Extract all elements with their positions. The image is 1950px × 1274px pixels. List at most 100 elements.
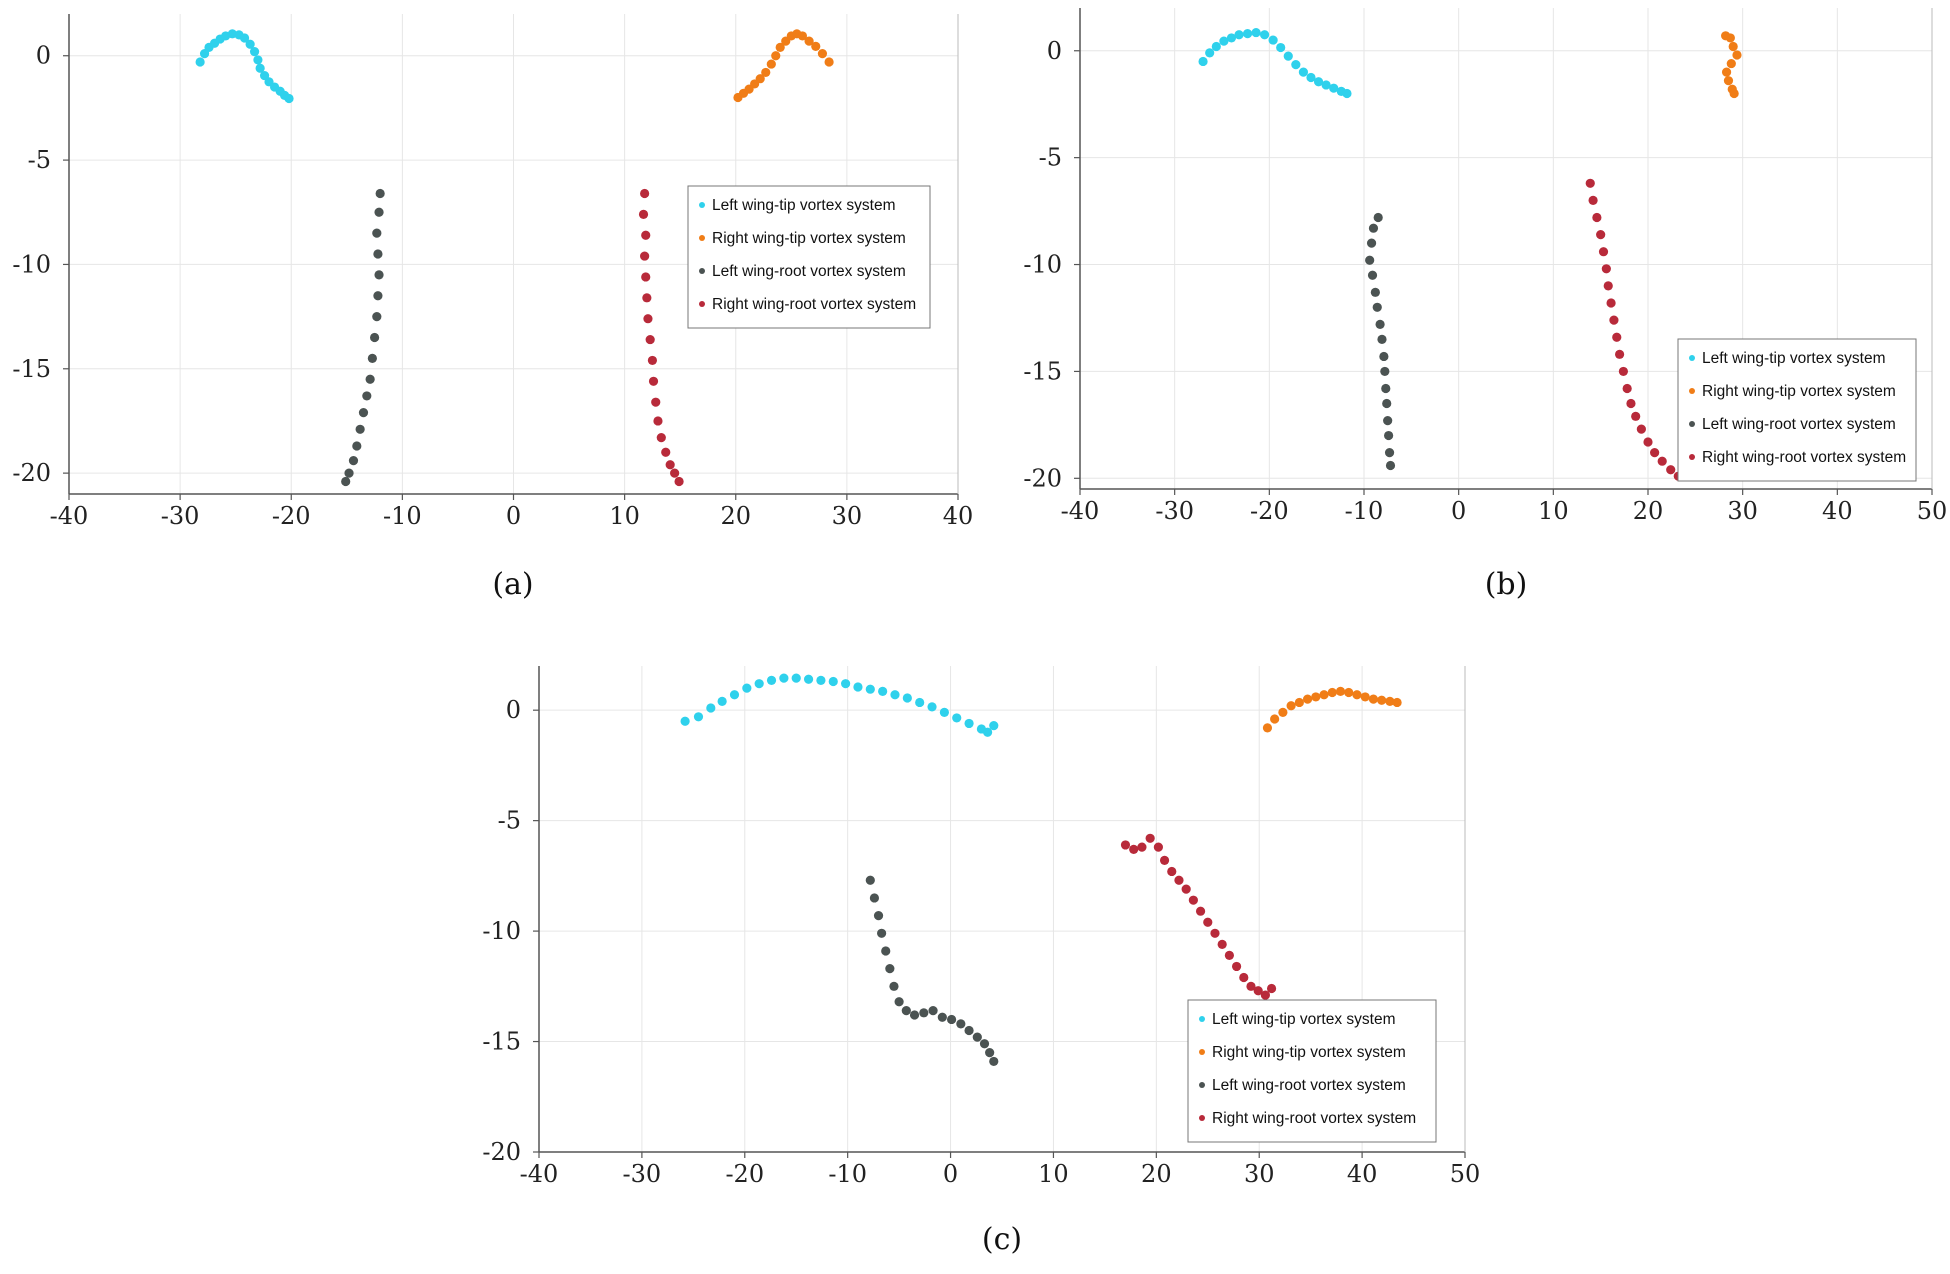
- x-tick-label: -40: [520, 1160, 559, 1188]
- data-point: [979, 1039, 990, 1049]
- data-point: [885, 964, 895, 974]
- series-1: [195, 29, 294, 104]
- data-point: [1159, 855, 1170, 866]
- data-point: [1726, 58, 1736, 69]
- data-point: [1643, 437, 1653, 447]
- data-point: [1612, 332, 1622, 342]
- data-point: [890, 690, 900, 700]
- x-tick-label: 20: [1141, 1160, 1172, 1188]
- data-point: [674, 476, 684, 487]
- data-point: [680, 716, 690, 726]
- data-point: [1385, 460, 1396, 471]
- y-tick-label: 0: [506, 696, 521, 724]
- data-point: [647, 355, 658, 366]
- data-point: [1370, 287, 1380, 297]
- data-point: [648, 376, 659, 386]
- data-point: [937, 1012, 947, 1022]
- data-point: [374, 270, 384, 280]
- legend-label: Right wing-root vortex system: [1702, 449, 1906, 466]
- data-point: [1379, 351, 1389, 362]
- legend-marker: [1689, 388, 1695, 394]
- data-point: [919, 1008, 929, 1018]
- data-point: [643, 314, 653, 324]
- data-point: [1224, 950, 1234, 960]
- data-point: [373, 249, 383, 259]
- data-point: [865, 684, 875, 694]
- legend-marker: [1199, 1082, 1205, 1088]
- x-tick-label: -40: [1061, 497, 1100, 525]
- data-point: [1650, 448, 1660, 458]
- data-point: [755, 74, 765, 84]
- data-point: [761, 67, 771, 78]
- data-point: [939, 707, 949, 717]
- legend-marker: [699, 301, 705, 307]
- data-point: [1211, 41, 1221, 52]
- data-point: [985, 1047, 995, 1058]
- data-point: [1242, 29, 1253, 39]
- data-point: [717, 696, 727, 706]
- data-point: [1306, 72, 1316, 83]
- series-4: [1120, 833, 1277, 1000]
- data-point: [1382, 398, 1392, 409]
- data-point: [811, 41, 821, 51]
- data-point: [1188, 895, 1198, 905]
- data-point: [1205, 48, 1215, 58]
- panel-caption: (a): [492, 567, 533, 602]
- data-point: [1298, 67, 1309, 77]
- data-point: [873, 911, 884, 921]
- data-point: [1145, 833, 1155, 843]
- data-point: [355, 424, 365, 434]
- y-tick-label: -20: [482, 1138, 521, 1166]
- x-tick-label: -20: [725, 1160, 764, 1188]
- data-point: [1603, 281, 1613, 291]
- x-tick-label: 30: [832, 502, 863, 530]
- data-point: [653, 416, 663, 426]
- data-point: [693, 712, 704, 722]
- data-point: [373, 291, 383, 301]
- series-4: [638, 188, 684, 487]
- data-point: [824, 57, 834, 67]
- data-point: [1319, 690, 1329, 700]
- data-point: [358, 408, 369, 418]
- data-point: [877, 928, 887, 938]
- x-tick-label: -10: [828, 1160, 867, 1188]
- data-point: [1368, 694, 1379, 704]
- data-point: [1375, 319, 1385, 329]
- data-point: [362, 391, 372, 401]
- data-point: [665, 460, 675, 470]
- data-point: [1195, 906, 1206, 916]
- series-3: [341, 188, 385, 487]
- x-tick-label: 10: [609, 502, 640, 530]
- data-point: [1385, 696, 1395, 706]
- data-point: [964, 1025, 974, 1036]
- data-point: [1588, 195, 1598, 205]
- y-tick-label: -20: [12, 459, 51, 487]
- data-point: [1294, 697, 1304, 708]
- y-tick-label: -10: [12, 250, 51, 278]
- x-tick-label: 30: [1244, 1160, 1275, 1188]
- legend-label: Left wing-root vortex system: [712, 263, 906, 280]
- data-point: [1601, 264, 1611, 274]
- data-point: [1283, 51, 1293, 61]
- data-point: [1291, 60, 1301, 70]
- data-point: [1367, 270, 1378, 280]
- data-point: [878, 686, 888, 697]
- data-point: [1606, 298, 1616, 308]
- data-point: [1137, 842, 1147, 852]
- x-tick-label: 40: [1347, 1160, 1378, 1188]
- legend-label: Left wing-root vortex system: [1702, 416, 1896, 433]
- data-point: [853, 682, 863, 692]
- data-point: [1219, 36, 1229, 46]
- y-tick-label: -10: [482, 917, 521, 945]
- data-point: [754, 679, 764, 689]
- legend-marker: [1689, 454, 1695, 460]
- legend-label: Right wing-tip vortex system: [1212, 1044, 1406, 1061]
- data-point: [989, 721, 999, 731]
- data-point: [1384, 448, 1395, 458]
- data-point: [641, 272, 651, 282]
- data-point: [1278, 707, 1288, 717]
- y-tick-label: -20: [1023, 464, 1062, 492]
- data-point: [1217, 939, 1227, 949]
- data-point: [1286, 701, 1296, 711]
- y-tick-label: -5: [498, 807, 521, 835]
